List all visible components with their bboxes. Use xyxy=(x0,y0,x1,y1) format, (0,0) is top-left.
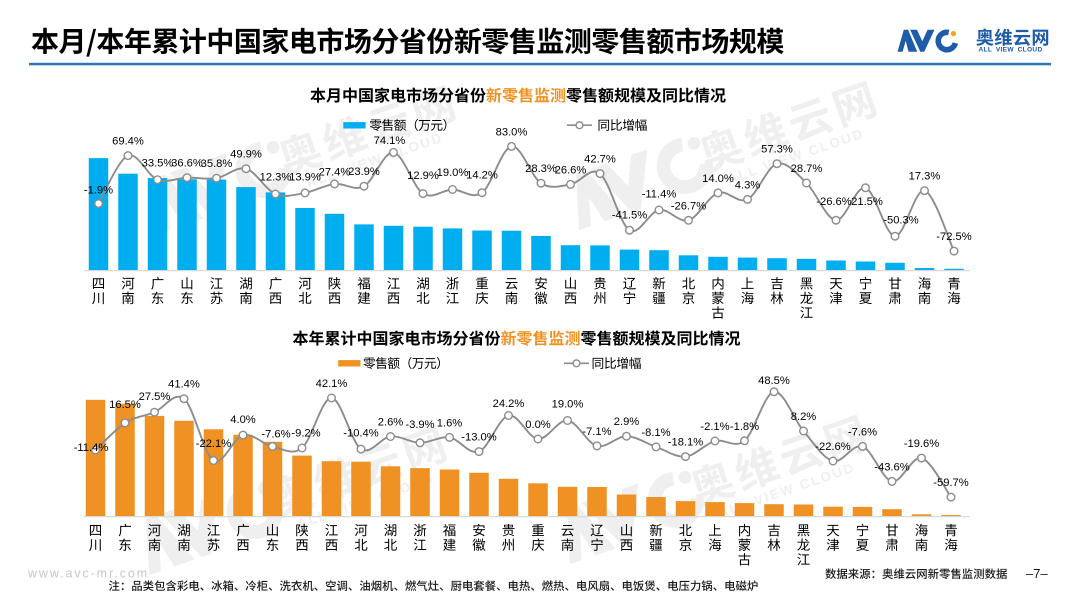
svg-text:-3.9%: -3.9% xyxy=(405,419,434,431)
svg-text:-13.0%: -13.0% xyxy=(461,432,496,444)
svg-text:-19.6%: -19.6% xyxy=(904,438,939,450)
svg-text:www.avc-mr.com: www.avc-mr.com xyxy=(27,567,149,581)
svg-text:24.2%: 24.2% xyxy=(493,398,525,410)
svg-text:28.7%: 28.7% xyxy=(791,163,823,175)
svg-text:27.5%: 27.5% xyxy=(139,391,171,403)
svg-text:-41.5%: -41.5% xyxy=(612,209,647,221)
svg-text:14.0%: 14.0% xyxy=(702,173,734,185)
svg-text:57.3%: 57.3% xyxy=(761,144,793,156)
svg-text:-26.6%: -26.6% xyxy=(816,196,851,208)
svg-text:83.0%: 83.0% xyxy=(496,126,528,138)
svg-text:4.3%: 4.3% xyxy=(735,179,761,191)
svg-text:23.9%: 23.9% xyxy=(348,166,380,178)
svg-text:-2.1%: -2.1% xyxy=(700,421,729,433)
svg-text:–7–: –7– xyxy=(1026,566,1048,581)
svg-text:27.4%: 27.4% xyxy=(319,167,351,179)
svg-text:0.0%: 0.0% xyxy=(525,419,551,431)
svg-text:49.9%: 49.9% xyxy=(230,149,262,161)
svg-text:-59.7%: -59.7% xyxy=(933,477,968,489)
svg-text:35.8%: 35.8% xyxy=(201,158,233,170)
svg-text:1.6%: 1.6% xyxy=(437,417,463,429)
svg-text:42.7%: 42.7% xyxy=(584,154,616,166)
svg-text:42.1%: 42.1% xyxy=(316,378,348,390)
svg-text:19.0%: 19.0% xyxy=(552,399,584,411)
svg-text:-72.5%: -72.5% xyxy=(936,231,971,243)
svg-text:-9.2%: -9.2% xyxy=(291,428,320,440)
svg-text:-50.3%: -50.3% xyxy=(883,215,918,227)
svg-text:74.1%: 74.1% xyxy=(374,135,406,147)
svg-text:17.3%: 17.3% xyxy=(909,171,941,183)
svg-text:-11.4%: -11.4% xyxy=(74,442,109,454)
svg-text:ALL VIEW CLOUD: ALL VIEW CLOUD xyxy=(979,47,1043,54)
svg-text:36.6%: 36.6% xyxy=(171,158,203,170)
svg-text:-43.6%: -43.6% xyxy=(874,461,909,473)
svg-text:26.6%: 26.6% xyxy=(555,164,587,176)
svg-text:13.9%: 13.9% xyxy=(289,171,321,183)
svg-text:-10.4%: -10.4% xyxy=(343,428,378,440)
svg-text:2.9%: 2.9% xyxy=(614,416,640,428)
svg-text:33.5%: 33.5% xyxy=(142,157,174,169)
svg-text:14.2%: 14.2% xyxy=(466,169,498,181)
svg-text:-7.6%: -7.6% xyxy=(848,426,877,438)
svg-text:8.2%: 8.2% xyxy=(791,411,817,423)
svg-text:-7.6%: -7.6% xyxy=(261,429,290,441)
svg-text:48.5%: 48.5% xyxy=(758,375,790,387)
svg-text:-1.9%: -1.9% xyxy=(84,185,113,197)
svg-text:4.0%: 4.0% xyxy=(230,414,256,426)
svg-text:12.3%: 12.3% xyxy=(260,172,292,184)
svg-text:16.5%: 16.5% xyxy=(109,399,141,411)
svg-text:-11.4%: -11.4% xyxy=(642,189,677,201)
svg-text:69.4%: 69.4% xyxy=(112,136,144,148)
svg-text:-1.8%: -1.8% xyxy=(730,421,759,433)
svg-text:-26.7%: -26.7% xyxy=(671,200,706,212)
svg-text:-7.1%: -7.1% xyxy=(582,426,611,438)
svg-text:21.5%: 21.5% xyxy=(851,196,883,208)
svg-text:-8.1%: -8.1% xyxy=(641,427,670,439)
svg-text:-18.1%: -18.1% xyxy=(668,437,703,449)
svg-text:-22.1%: -22.1% xyxy=(196,438,231,450)
svg-text:-22.6%: -22.6% xyxy=(815,441,850,453)
svg-text:28.3%: 28.3% xyxy=(525,163,557,175)
svg-text:2.6%: 2.6% xyxy=(378,417,404,429)
svg-text:41.4%: 41.4% xyxy=(168,379,200,391)
svg-text:12.9%: 12.9% xyxy=(407,170,439,182)
svg-text:19.0%: 19.0% xyxy=(437,167,469,179)
